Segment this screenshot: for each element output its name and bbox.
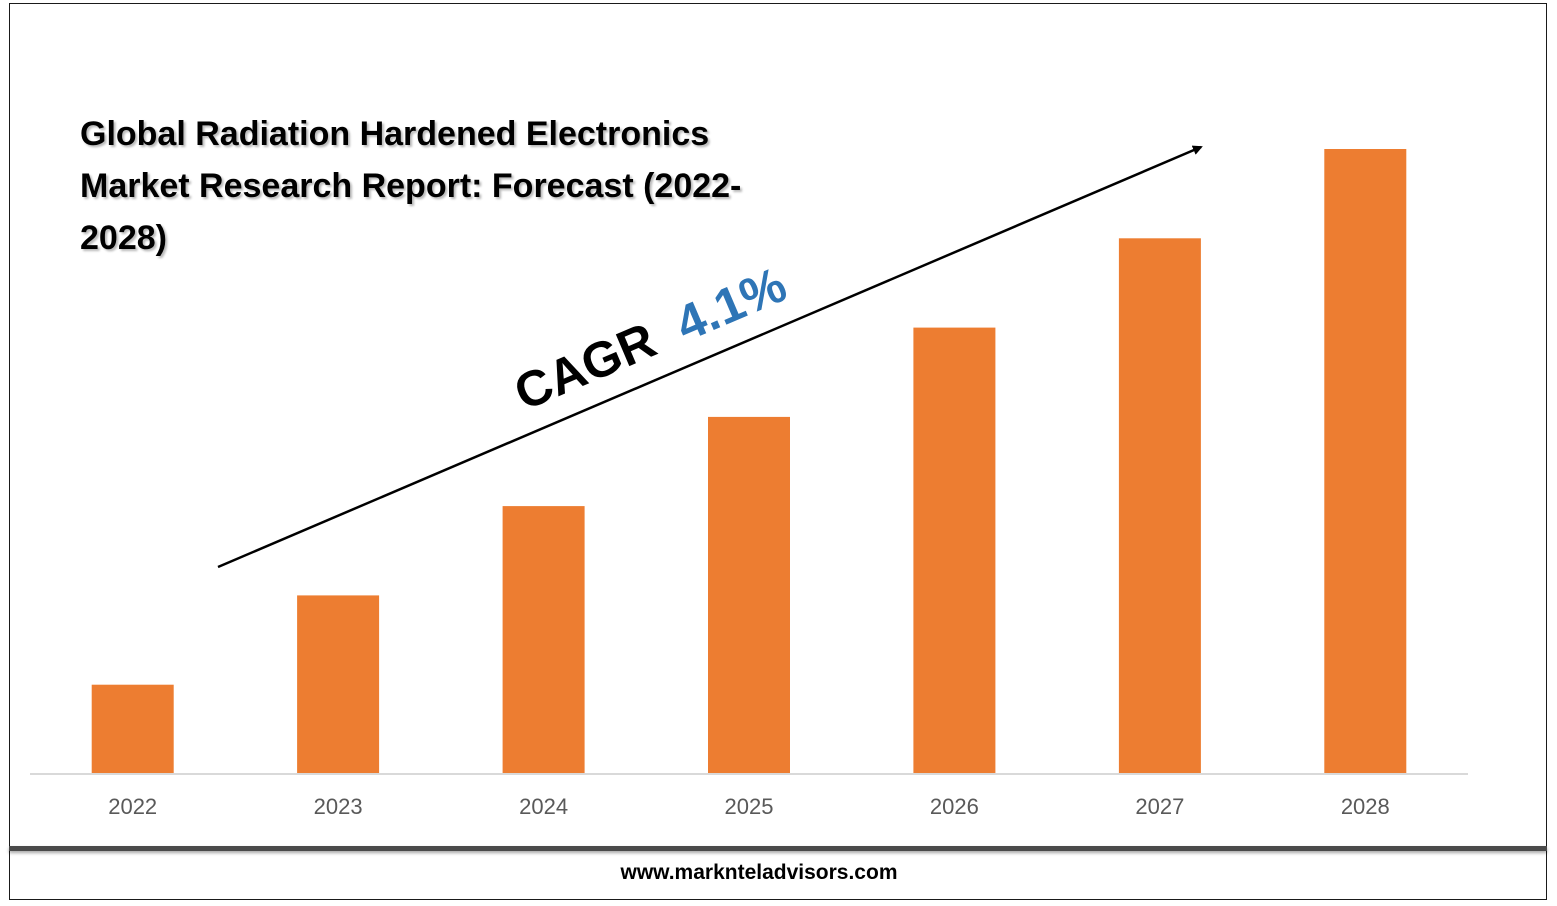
x-tick-label-2025: 2025 — [725, 794, 774, 819]
bar-2022 — [91, 684, 174, 774]
x-tick-label-2026: 2026 — [930, 794, 979, 819]
bar-2026 — [913, 327, 996, 774]
bar-2025 — [708, 416, 790, 774]
footer-website: www.marknteladvisors.com — [620, 861, 898, 884]
bar-2024 — [502, 506, 585, 774]
bars-layer — [91, 149, 1407, 775]
footer-divider — [9, 846, 1547, 851]
cagr-value: 4.1% — [667, 256, 794, 352]
x-tick-label-2024: 2024 — [519, 794, 568, 819]
bar-2023 — [297, 595, 380, 774]
x-tick-labels: 2022 2023 2024 2025 2026 2027 2028 — [108, 794, 1390, 819]
cagr-arrow — [217, 145, 1203, 569]
x-tick-label-2022: 2022 — [108, 794, 157, 819]
x-tick-label-2028: 2028 — [1341, 794, 1390, 819]
cagr-prefix: CAGR — [506, 312, 663, 421]
bar-2028 — [1324, 149, 1407, 774]
x-tick-label-2023: 2023 — [314, 794, 363, 819]
bar-2027 — [1118, 238, 1201, 775]
chart-title: Global Radiation Hardened Electronics Ma… — [80, 115, 742, 257]
x-tick-label-2027: 2027 — [1135, 794, 1184, 819]
